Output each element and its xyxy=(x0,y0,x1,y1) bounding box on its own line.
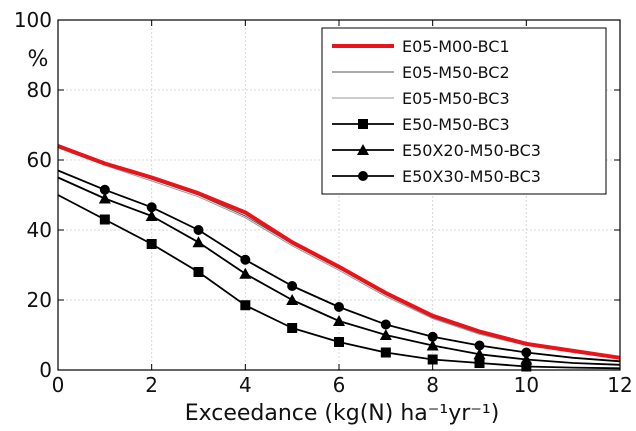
legend-label: E50-M50-BC3 xyxy=(402,115,510,134)
data-point-circle xyxy=(427,331,438,342)
series-E05-M00-BC1 xyxy=(57,144,621,360)
y-axis-label: % xyxy=(28,47,49,72)
data-point-square xyxy=(287,323,298,333)
data-point-square xyxy=(240,300,251,311)
data-point-triangle xyxy=(239,267,252,279)
legend-label: E05-M00-BC1 xyxy=(402,37,510,56)
data-point-square xyxy=(193,267,204,277)
legend-item: E50X30-M50-BC3 xyxy=(332,167,541,186)
legend: E05-M00-BC1 E05-M50-BC2 E05-M50-BC3 E50-M50… xyxy=(321,27,607,195)
legend-label: E05-M50-BC2 xyxy=(402,63,510,82)
series-line xyxy=(57,144,621,360)
data-point-circle xyxy=(287,281,298,291)
data-point-triangle xyxy=(357,144,369,155)
data-point-square xyxy=(99,214,110,225)
data-point-circle xyxy=(380,319,391,330)
data-point-triangle xyxy=(520,353,533,365)
data-point-square xyxy=(427,354,438,365)
data-point-triangle xyxy=(379,329,392,340)
data-point-circle xyxy=(334,302,344,312)
legend-label: E50X20-M50-BC3 xyxy=(402,141,541,160)
x-tick-label: 2 xyxy=(145,373,158,397)
data-point-square xyxy=(334,337,344,347)
legend-label: E05-M50-BC3 xyxy=(402,89,510,108)
data-point-circle xyxy=(193,225,204,235)
legend-label: E50X30-M50-BC3 xyxy=(402,167,541,186)
x-tick-label: 4 xyxy=(239,373,252,397)
data-point-circle xyxy=(99,184,110,195)
data-point-square xyxy=(358,119,368,129)
x-tick-label: 0 xyxy=(52,373,65,397)
x-axis-label: Exceedance (kg(N) ha⁻¹yr⁻¹) xyxy=(185,401,500,426)
y-tick-label: 100 xyxy=(14,8,52,32)
x-tick-label: 6 xyxy=(333,373,346,397)
data-point-circle xyxy=(146,202,157,213)
series-E50X30-M50-BC3 xyxy=(57,169,621,363)
axis-ticks: 0 2 4 6 8 10 12 0 20 40 60 80 100 xyxy=(14,8,633,397)
y-tick-label: 60 xyxy=(27,148,52,172)
data-point-square xyxy=(380,347,391,358)
legend-item: E05-M50-BC2 xyxy=(332,63,510,82)
y-tick-label: 0 xyxy=(39,358,52,382)
data-point-triangle xyxy=(333,315,345,326)
data-point-triangle xyxy=(98,192,111,204)
y-tick-label: 20 xyxy=(27,288,52,312)
x-tick-label: 12 xyxy=(607,373,632,397)
data-point-circle xyxy=(474,340,485,351)
data-point-triangle xyxy=(473,348,486,360)
legend-box xyxy=(321,27,607,195)
data-point-circle xyxy=(358,171,368,181)
y-tick-label: 80 xyxy=(27,78,52,102)
data-point-square xyxy=(474,358,485,368)
x-tick-label: 8 xyxy=(426,373,439,397)
data-point-triangle xyxy=(426,339,439,351)
legend-item: E05-M50-BC3 xyxy=(332,89,510,108)
legend-item: E50-M50-BC3 xyxy=(332,115,510,134)
y-tick-label: 40 xyxy=(27,218,52,242)
data-point-circle xyxy=(240,254,251,265)
series-E50X20-M50-BC3 xyxy=(57,176,621,366)
data-point-triangle xyxy=(192,236,205,248)
x-tick-label: 10 xyxy=(514,373,539,397)
data-point-square xyxy=(146,239,157,249)
data-point-triangle xyxy=(145,210,158,221)
legend-item: E05-M00-BC1 xyxy=(332,37,510,56)
data-point-circle xyxy=(521,347,532,358)
legend-item: E50X20-M50-BC3 xyxy=(332,141,541,160)
data-point-triangle xyxy=(286,294,299,305)
